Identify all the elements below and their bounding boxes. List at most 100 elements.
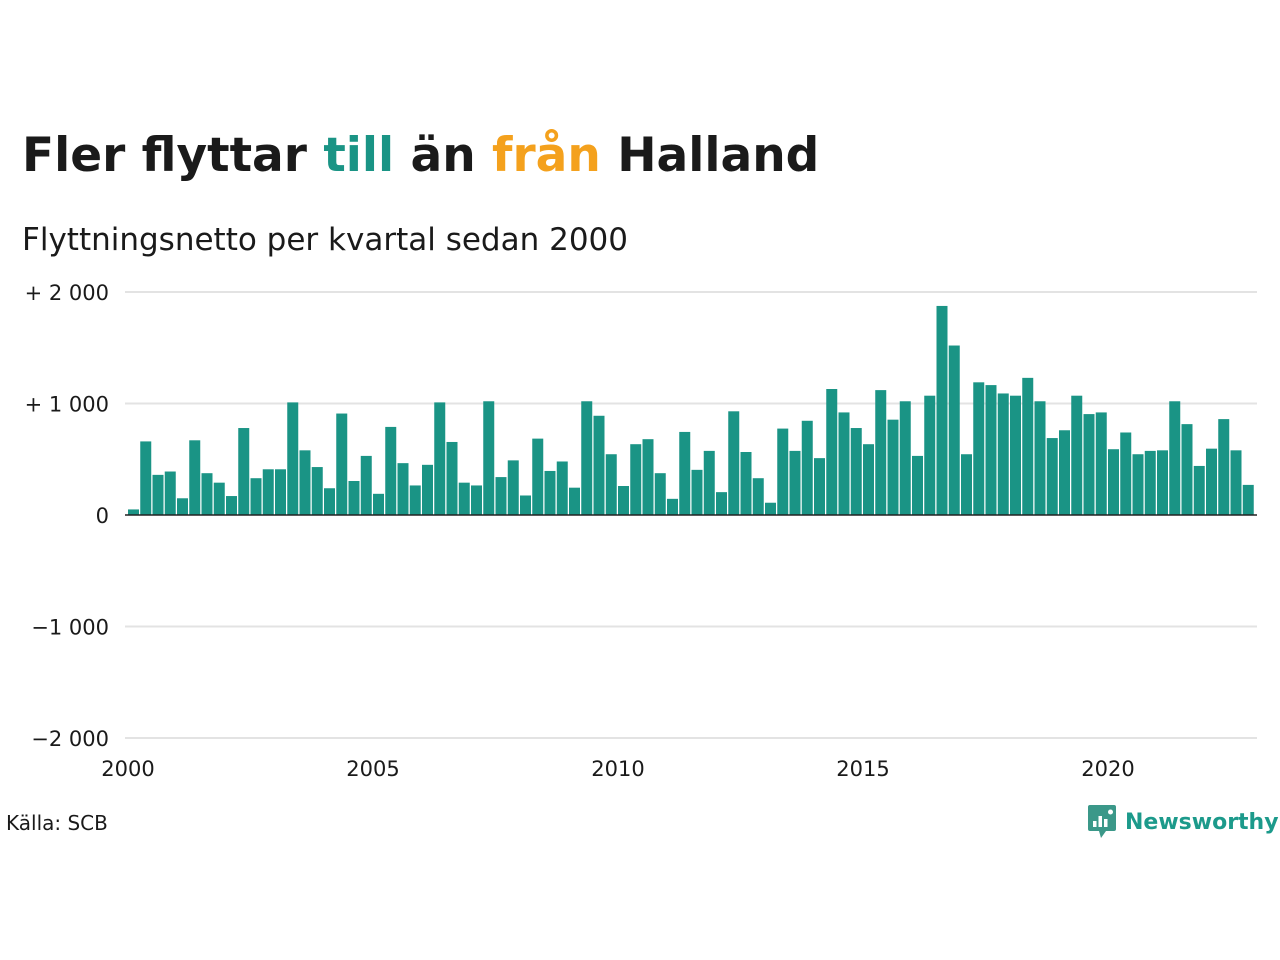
bar: [140, 441, 152, 515]
bar: [593, 415, 605, 515]
chat-bar-chart-icon: [1088, 805, 1116, 838]
bar: [924, 395, 936, 515]
bar: [1046, 438, 1058, 515]
bar: [887, 419, 899, 515]
bar: [446, 441, 458, 515]
bar: [385, 426, 397, 515]
bar: [1169, 401, 1181, 515]
bar: [936, 305, 948, 515]
bar: [164, 471, 176, 515]
bar: [654, 473, 666, 515]
bar: [1181, 424, 1193, 515]
bar: [189, 440, 201, 515]
bar: [1095, 412, 1107, 515]
bar: [299, 450, 311, 515]
bar: [642, 439, 654, 515]
bar: [740, 452, 752, 515]
bar: [703, 450, 715, 515]
title-till: till: [323, 128, 395, 183]
bars: [128, 305, 1254, 515]
bar: [581, 401, 593, 515]
bar: [152, 474, 164, 515]
bar: [679, 431, 691, 515]
bar: [765, 502, 776, 515]
bar: [324, 488, 335, 515]
bar: [912, 455, 923, 515]
y-axis-labels: + 2 000 + 1 000 0 −1 000 −2 000: [25, 281, 109, 751]
bar: [360, 455, 372, 515]
bar: [814, 458, 825, 515]
bar: [226, 496, 237, 515]
bar: [752, 478, 764, 515]
bar: [728, 411, 740, 515]
bar: [287, 402, 299, 515]
bar: [177, 498, 188, 515]
bar: [1034, 401, 1046, 515]
x-tick-label: 2000: [101, 757, 154, 781]
y-tick-label: + 1 000: [25, 393, 109, 417]
bar: [985, 385, 997, 515]
bar: [483, 401, 495, 515]
bar: [667, 498, 678, 515]
title-part-3: än: [394, 128, 493, 183]
bar: [250, 478, 262, 515]
bar: [1022, 377, 1034, 515]
y-tick-label: + 2 000: [25, 281, 109, 305]
x-tick-label: 2015: [836, 757, 889, 781]
bar: [838, 412, 850, 515]
bar: [1218, 419, 1230, 515]
bar: [422, 464, 433, 515]
bar: [1071, 395, 1083, 515]
bar: [544, 470, 556, 515]
bar: [1010, 395, 1021, 515]
bar: [618, 486, 629, 515]
newsworthy-brand: Newsworthy: [1087, 804, 1279, 840]
source-note: Källa: SCB: [6, 811, 108, 835]
bar: [997, 393, 1009, 515]
bar: [1193, 465, 1205, 515]
bar: [458, 482, 470, 515]
y-tick-label: −2 000: [31, 727, 109, 751]
bar: [973, 382, 985, 515]
bar: [605, 454, 617, 515]
bar: [1059, 430, 1070, 515]
bar: [826, 389, 838, 515]
bar: [434, 402, 446, 515]
chart-subtitle: Flyttningsnetto per kvartal sedan 2000: [22, 222, 628, 258]
grid-lines: [125, 291, 1257, 739]
bar: [850, 428, 862, 515]
title-fran: från: [492, 128, 601, 183]
bar: [507, 460, 519, 515]
bar: [409, 485, 421, 515]
bar: [201, 473, 213, 515]
bar: [716, 492, 727, 515]
bar: [336, 413, 348, 515]
bar: [471, 485, 482, 515]
bar: [875, 390, 887, 515]
bar: [863, 444, 874, 515]
bar: [1120, 432, 1132, 515]
bar: [556, 461, 568, 515]
bar: [348, 480, 360, 515]
x-tick-label: 2010: [591, 757, 644, 781]
bar: [275, 469, 286, 515]
y-tick-label: −1 000: [31, 616, 109, 640]
bar: [262, 469, 274, 515]
bar: [238, 428, 250, 515]
bar: [373, 493, 384, 515]
bar: [789, 450, 801, 515]
bar: [777, 428, 789, 515]
bar: [1230, 450, 1242, 515]
bar: [1108, 449, 1119, 515]
x-tick-label: 2005: [346, 757, 399, 781]
bar: [948, 345, 960, 515]
bar: [520, 495, 531, 515]
bar: [397, 463, 409, 515]
bar: [213, 482, 225, 515]
brand-name: Newsworthy: [1125, 809, 1279, 835]
bar: [128, 509, 139, 515]
bar: [311, 467, 323, 515]
bar: [1083, 414, 1095, 515]
x-axis-labels: 2000 2005 2010 2015 2020: [101, 757, 1134, 781]
